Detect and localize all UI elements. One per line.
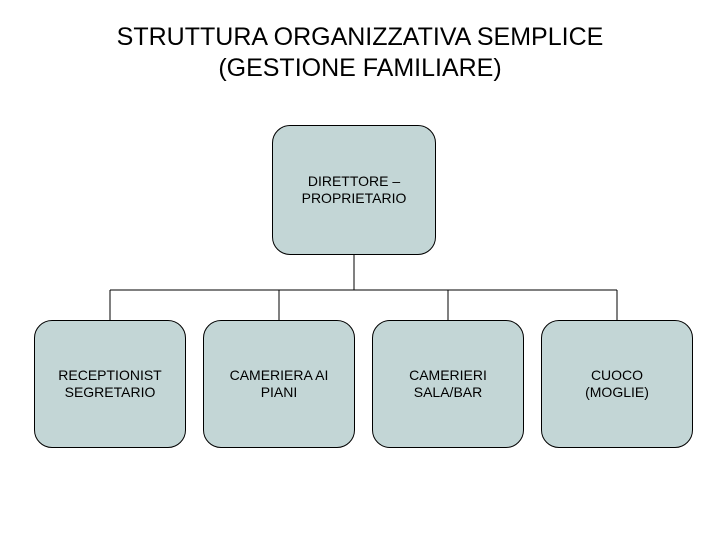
- title-line1: STRUTTURA ORGANIZZATIVA SEMPLICE: [117, 23, 604, 51]
- node-child-1: CAMERIERA AI PIANI: [203, 320, 355, 448]
- node-child-3: CUOCO (MOGLIE): [541, 320, 693, 448]
- title-line2: (GESTIONE FAMILIARE): [218, 54, 501, 82]
- node-child-0: RECEPTIONIST SEGRETARIO: [34, 320, 186, 448]
- node-child-2: CAMERIERI SALA/BAR: [372, 320, 524, 448]
- page-title: STRUTTURA ORGANIZZATIVA SEMPLICE (GESTIO…: [0, 22, 720, 85]
- node-root: DIRETTORE – PROPRIETARIO: [272, 125, 436, 255]
